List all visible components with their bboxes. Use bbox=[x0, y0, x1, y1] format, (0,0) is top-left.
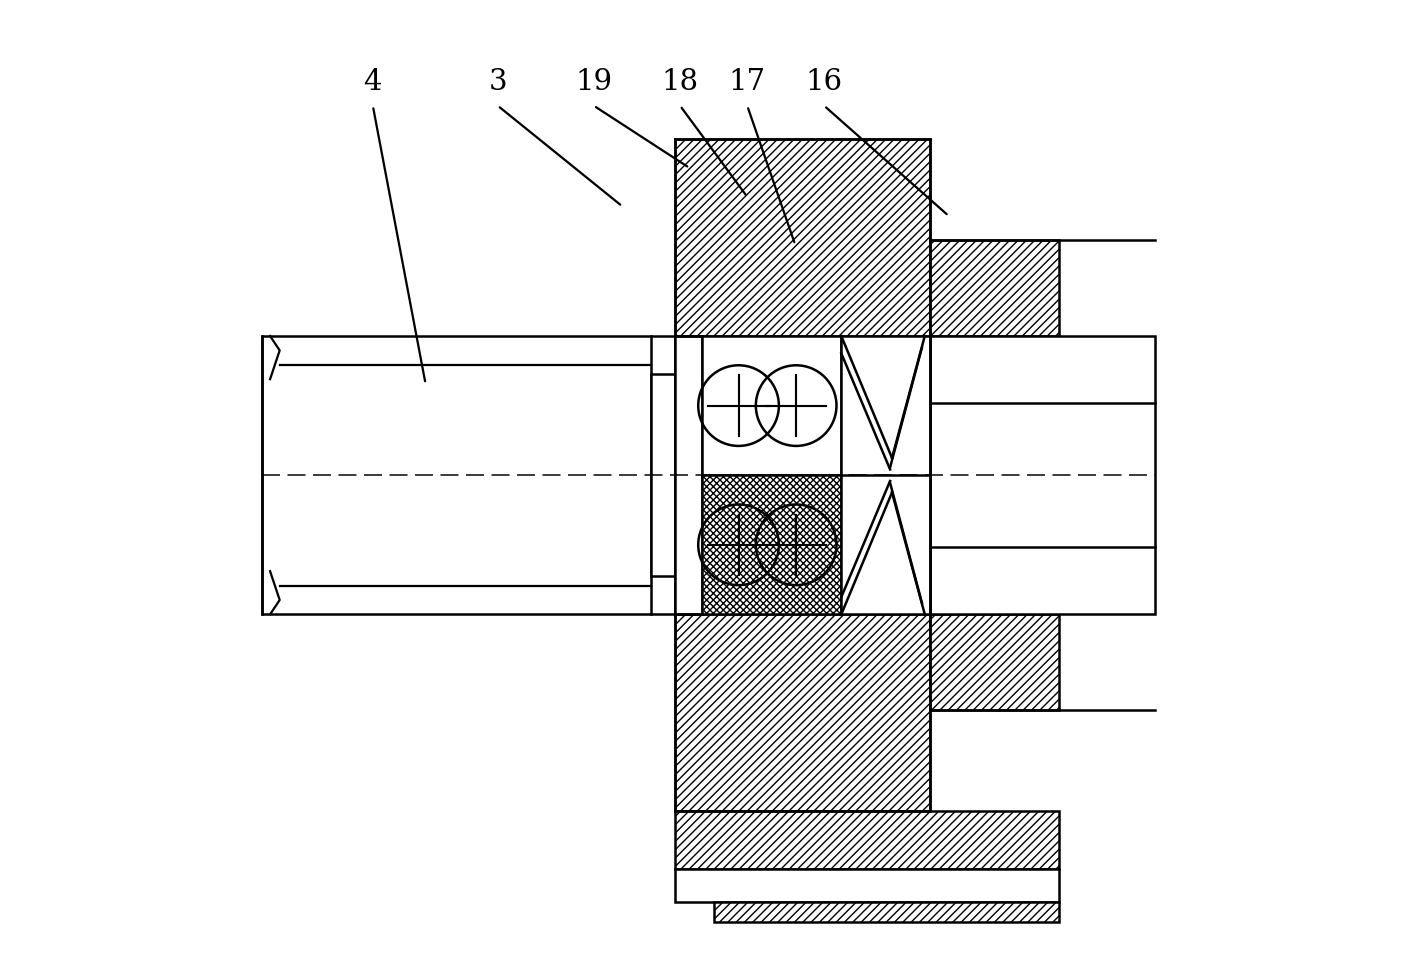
Bar bbox=[703, 336, 842, 475]
Text: 17: 17 bbox=[728, 67, 766, 96]
Bar bbox=[714, 902, 1059, 922]
Bar bbox=[929, 240, 1059, 336]
Bar bbox=[650, 374, 676, 576]
Bar bbox=[929, 336, 1155, 614]
Bar bbox=[842, 336, 929, 614]
Bar bbox=[676, 139, 929, 336]
Text: 4: 4 bbox=[363, 67, 382, 96]
Bar bbox=[929, 614, 1059, 710]
Bar bbox=[676, 811, 1059, 869]
Bar bbox=[676, 869, 1059, 902]
Text: 18: 18 bbox=[662, 67, 698, 96]
Bar bbox=[703, 475, 842, 614]
Bar bbox=[676, 614, 929, 811]
Text: 16: 16 bbox=[805, 67, 842, 96]
Text: 19: 19 bbox=[574, 67, 612, 96]
Bar bbox=[262, 336, 650, 614]
Text: 3: 3 bbox=[489, 67, 507, 96]
Bar bbox=[676, 336, 703, 614]
